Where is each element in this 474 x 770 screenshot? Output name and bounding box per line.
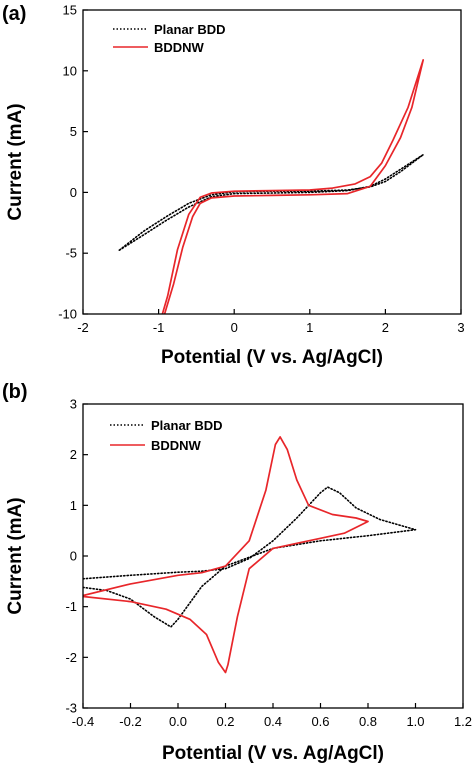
panel-b-y-tick-label: -1 xyxy=(65,599,77,614)
panel-a-x-axis-title: Potential (V vs. Ag/AgCl) xyxy=(161,347,383,368)
legend-planar-bdd-label: Planar BDD xyxy=(154,22,226,37)
panel-b-series-layer xyxy=(83,436,417,674)
panel-b-series-bddnw-line xyxy=(83,436,369,674)
panel-a-y-axis-title: Current (mA) xyxy=(5,103,26,220)
panel-b-x-axis-title: Potential (V vs. Ag/AgCl) xyxy=(162,743,384,764)
panel-b-x-tick-label: -0.4 xyxy=(72,714,94,729)
panel-b-y-tick-label: 3 xyxy=(70,397,77,412)
panel-a-y-tick-label: 15 xyxy=(63,3,77,18)
panel-b-x-tick-label: 0.0 xyxy=(169,714,187,729)
panel-b-legend: Planar BDD BDDNW xyxy=(110,418,223,453)
panel-a-x-tick-label: 0 xyxy=(231,320,238,335)
panel-a-y-tick-label: -5 xyxy=(65,246,77,261)
panel-b-x-tick-label: 1.0 xyxy=(406,714,424,729)
panel-b-x-tick-label: 1.2 xyxy=(454,714,472,729)
panel-a-y-tick-label: 10 xyxy=(63,63,77,78)
panel-a-series-bddnw-line xyxy=(161,59,425,314)
panel-b-y-tick-label: 2 xyxy=(70,447,77,462)
panel-b-y-tick-label: -2 xyxy=(65,650,77,665)
panel-b-x-tick-label: 0.6 xyxy=(311,714,329,729)
panel-b-series-planar-bdd-line xyxy=(83,486,417,628)
panel-b-x-tick-label: 0.4 xyxy=(264,714,282,729)
panel-b-x-tick-label: 0.2 xyxy=(216,714,234,729)
panel-b-y-tick-label: -3 xyxy=(65,701,77,716)
panel-b: (b) -0.4 -0.2 0.0 0.2 0.4 0.6 0.8 1.0 1.2 -3 -2 -1 0… xyxy=(2,381,472,764)
panel-b-label: (b) xyxy=(2,381,28,403)
panel-b-x-tick-label: 0.8 xyxy=(359,714,377,729)
panel-a-x-tick-label: 3 xyxy=(457,320,464,335)
panel-a-y-tick-label: 5 xyxy=(70,124,77,139)
panel-b-y-tick-label: 0 xyxy=(70,549,77,564)
panel-b-ticks: -0.4 -0.2 0.0 0.2 0.4 0.6 0.8 1.0 1.2 -3 -2 -1 0 1 2 3 xyxy=(65,397,472,730)
panel-a-series-layer xyxy=(118,59,425,314)
panel-b-y-axis-title: Current (mA) xyxy=(5,497,26,614)
panel-a-label: (a) xyxy=(2,3,26,25)
legend-bddnw-label: BDDNW xyxy=(154,40,205,55)
panel-a-y-tick-label: 0 xyxy=(70,185,77,200)
panel-a-legend: Planar BDD BDDNW xyxy=(113,22,226,55)
panel-a-x-tick-label: -1 xyxy=(153,320,165,335)
panel-a-x-tick-label: 1 xyxy=(306,320,313,335)
panel-b-y-tick-label: 1 xyxy=(70,498,77,513)
legend-bddnw-label: BDDNW xyxy=(151,438,202,453)
panel-a-x-tick-label: -2 xyxy=(77,320,89,335)
panel-a-y-tick-label: -10 xyxy=(58,307,77,322)
panel-b-x-tick-label: -0.2 xyxy=(119,714,141,729)
panel-a-plot-frame xyxy=(82,9,462,315)
panel-b-plot-frame xyxy=(82,403,464,709)
panel-a-x-tick-label: 2 xyxy=(382,320,389,335)
panel-a-series-planar-bdd-line xyxy=(118,153,424,251)
legend-planar-bdd-label: Planar BDD xyxy=(151,418,223,433)
